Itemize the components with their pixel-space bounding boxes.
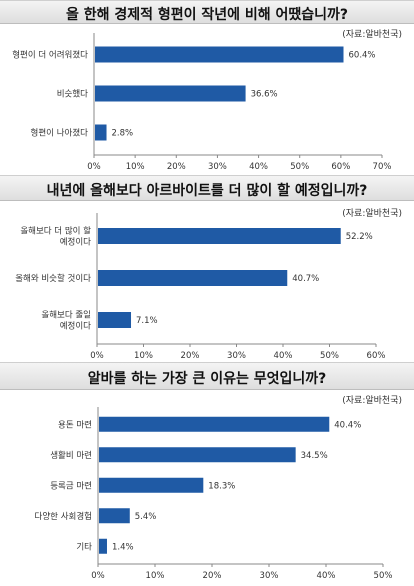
chart2-value-label: 7.1% [136, 316, 158, 326]
chart1-title-band: 올 한해 경제적 형편이 작년에 비해 어땠습니까? [0, 0, 414, 24]
chart1-source: (자료:알바천국) [342, 30, 402, 40]
chart2-value-label: 40.7% [292, 274, 319, 284]
chart2-x-tick-label: 60% [367, 351, 386, 361]
chart2-bar [98, 228, 341, 244]
chart1-x-tick-label: 70% [373, 162, 392, 172]
chart1-x-tick-label: 0% [87, 162, 101, 172]
chart3-category-label: 등록금 마련 [50, 480, 92, 491]
chart3-value-label: 1.4% [112, 542, 134, 552]
chart3-title-band: 알바를 하는 가장 큰 이유는 무엇입니까? [0, 362, 414, 390]
chart1-value-label: 2.8% [112, 129, 134, 139]
chart3-x-tick-label: 30% [260, 571, 279, 581]
chart3-x-tick-label: 50% [374, 571, 393, 581]
chart3-category-label: 생활비 마련 [50, 450, 92, 461]
chart1-value-label: 60.4% [349, 51, 376, 61]
chart1-category-label: 형편이 나아졌다 [31, 128, 89, 139]
chart3-x-tick-label: 0% [91, 571, 105, 581]
chart2-bar [98, 270, 288, 286]
chart3-value-label: 40.4% [334, 420, 361, 430]
chart3-title: 알바를 하는 가장 큰 이유는 무엇입니까? [87, 371, 327, 387]
chart1-x-tick-label: 40% [249, 162, 268, 172]
chart1-bar [95, 46, 344, 63]
chart1-x-tick-label: 30% [208, 162, 227, 172]
chart2-x-tick-label: 30% [227, 351, 246, 361]
chart1-x-tick-label: 20% [167, 162, 186, 172]
chart3-value-label: 5.4% [135, 512, 157, 522]
chart1-x-tick-label: 60% [331, 162, 350, 172]
chart2-plot: 0% 10% 20% 30% 40% 50% 60%올해보다 더 많이 할예정이다52.2%… [15, 213, 385, 361]
chart2-bar [98, 312, 132, 328]
chart3-source: (자료:알바천국) [342, 396, 402, 406]
chart1-x-tick-label: 10% [126, 162, 145, 172]
chart3-value-label: 18.3% [208, 481, 235, 491]
chart2-x-tick-label: 50% [320, 351, 339, 361]
chart3-bar [99, 538, 107, 554]
chart3-category-label: 기타 [76, 542, 92, 552]
chart2-x-tick-label: 40% [274, 351, 293, 361]
chart3-bar [99, 416, 330, 432]
chart3-bar [99, 447, 296, 463]
chart1-value-label: 36.6% [251, 90, 278, 100]
chart3-category-label: 다양한 사회경험 [35, 511, 92, 522]
chart2-category-label: 올해보다 더 많이 할 [20, 226, 91, 237]
chart2-value-label: 52.2% [346, 232, 373, 242]
chart1-title: 올 한해 경제적 형편이 작년에 비해 어땠습니까? [65, 7, 349, 23]
chart2-title-band: 내년에 올해보다 아르바이트를 더 많이 할 예정입니까? [0, 175, 414, 201]
chart3-x-tick-label: 20% [203, 571, 222, 581]
chart3-bar [99, 508, 130, 524]
chart3-category-label: 용돈 마련 [58, 419, 92, 430]
chart2-x-tick-label: 0% [90, 351, 104, 361]
chart3-bar [99, 477, 204, 493]
chart1-category-label: 형편이 더 어려워졌다 [12, 50, 88, 61]
chart2-category-label: 예정이다 [60, 321, 91, 332]
chart1-plot: 0% 10% 20% 30% 40% 50% 60% 70% 형편이 더 어려워졌다 60.4% 비… [12, 33, 391, 172]
chart2-title: 내년에 올해보다 아르바이트를 더 많이 할 예정입니까? [46, 183, 368, 199]
chart2-x-tick-label: 20% [181, 351, 200, 361]
chart2-source: (자료:알바천국) [342, 209, 402, 219]
chart2-category-label: 올해와 비슷할 것이다 [15, 273, 91, 284]
chart3-plot: 0% 10% 20% 30% 40% 50% 용돈 마련 40.4% 생활비 마련 34.5% 등록… [35, 407, 393, 581]
chart1-x-tick-label: 50% [290, 162, 309, 172]
chart1-bar [95, 85, 246, 102]
chart2-category-label: 예정이다 [60, 237, 91, 248]
chart3-x-tick-label: 10% [146, 571, 165, 581]
chart3-x-tick-label: 40% [317, 571, 336, 581]
chart2-category-label: 올해보다 줄일 [41, 311, 91, 321]
chart1-bar [95, 124, 107, 141]
chart2-x-tick-label: 10% [134, 351, 153, 361]
chart1-category-label: 비슷했다 [57, 89, 88, 100]
chart3-value-label: 34.5% [301, 451, 328, 461]
